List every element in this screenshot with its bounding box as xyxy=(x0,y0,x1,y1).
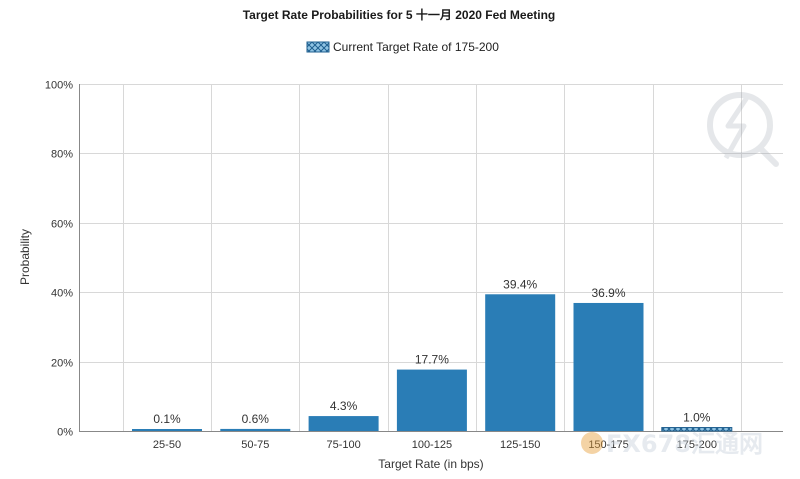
bar-125-150[interactable] xyxy=(485,294,556,431)
watermark: FX678汇通网 xyxy=(581,430,763,458)
bar-25-50[interactable] xyxy=(132,429,202,431)
data-label-50-75: 0.6% xyxy=(242,412,270,426)
bar-75-100[interactable] xyxy=(308,416,379,431)
bars: 0.1% 0.6% 4.3% 17.7% 39.4% 36.9% 1.0% xyxy=(132,277,733,432)
watermark-logo-icon xyxy=(707,92,779,167)
legend-swatch xyxy=(306,41,330,53)
y-tick-label: 20% xyxy=(51,358,73,370)
x-tick-label: 100-125 xyxy=(412,439,452,451)
y-axis-ticks: 0% 20% 40% 60% 80% 100% xyxy=(45,80,73,439)
data-label-75-100: 4.3% xyxy=(330,399,358,413)
data-label-25-50: 0.1% xyxy=(153,412,181,426)
watermark-globe-icon xyxy=(581,432,603,454)
x-tick-label: 150-175 xyxy=(588,439,628,451)
data-label-150-175: 36.9% xyxy=(591,286,625,300)
y-tick-label: 0% xyxy=(57,427,73,439)
x-tick-label: 125-150 xyxy=(500,439,540,451)
data-label-125-150: 39.4% xyxy=(503,277,537,291)
x-axis-label: Target Rate (in bps) xyxy=(378,457,483,471)
y-tick-label: 80% xyxy=(51,149,73,161)
bar-175-200[interactable] xyxy=(661,427,733,432)
grid xyxy=(79,84,783,432)
x-tick-label: 25-50 xyxy=(153,439,181,451)
y-axis-label: Probability xyxy=(18,229,32,285)
y-tick-label: 40% xyxy=(51,288,73,300)
bar-100-125[interactable] xyxy=(396,369,467,431)
data-label-100-125: 17.7% xyxy=(415,353,449,367)
x-axis-ticks: 25-50 50-75 75-100 100-125 125-150 150-175 175… xyxy=(153,439,717,451)
bar-50-75[interactable] xyxy=(220,428,291,431)
data-label-175-200: 1.0% xyxy=(683,411,711,425)
watermark-text: FX678汇通网 xyxy=(606,430,763,458)
x-tick-label: 75-100 xyxy=(326,439,360,451)
legend[interactable]: Current Target Rate of 175-200 xyxy=(306,40,499,54)
chart-title: Target Rate Probabilities for 5 十一月 2020… xyxy=(243,7,556,22)
y-tick-label: 100% xyxy=(45,80,73,92)
bar-150-175[interactable] xyxy=(573,302,644,431)
x-tick-label: 175-200 xyxy=(677,439,717,451)
y-tick-label: 60% xyxy=(51,219,73,231)
x-tick-label: 50-75 xyxy=(241,439,269,451)
legend-label: Current Target Rate of 175-200 xyxy=(333,40,499,54)
